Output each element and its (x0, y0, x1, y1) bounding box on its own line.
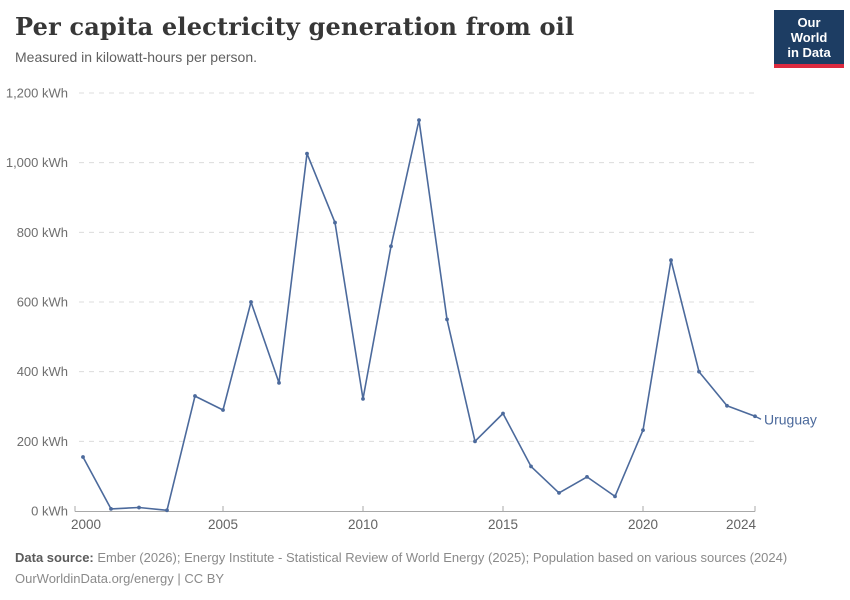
x-axis-tick-label: 2005 (208, 517, 238, 532)
owid-logo-line1: Our World (790, 15, 828, 45)
data-point[interactable] (613, 494, 617, 499)
data-point[interactable] (529, 464, 533, 469)
y-axis-tick-label: 600 kWh (17, 295, 68, 310)
owid-logo[interactable]: Our World in Data (774, 10, 844, 68)
chart-header: Per capita electricity generation from o… (15, 12, 755, 65)
data-point[interactable] (137, 505, 141, 510)
license-line: OurWorldinData.org/energy | CC BY (15, 571, 225, 586)
x-axis-tick-label: 2024 (726, 517, 757, 532)
data-point[interactable] (165, 508, 169, 513)
data-source-text: Ember (2026); Energy Institute - Statist… (97, 550, 788, 565)
data-point[interactable] (417, 118, 421, 123)
data-source-line: Data source: Ember (2026); Energy Instit… (15, 547, 825, 568)
data-point[interactable] (445, 317, 449, 322)
x-axis-tick-label: 2020 (628, 517, 658, 532)
y-axis-tick-label: 400 kWh (17, 364, 68, 379)
data-point[interactable] (697, 369, 701, 374)
data-point[interactable] (641, 428, 645, 433)
chart-footer: Data source: Ember (2026); Energy Instit… (15, 547, 825, 589)
data-point[interactable] (305, 151, 309, 156)
data-point[interactable] (361, 396, 365, 401)
x-axis-tick-label: 2010 (348, 517, 378, 532)
data-point[interactable] (585, 474, 589, 479)
data-source-label: Data source: (15, 550, 94, 565)
y-axis-tick-label: 1,000 kWh (6, 155, 68, 170)
series-end-label[interactable]: Uruguay (764, 411, 817, 427)
data-point[interactable] (501, 411, 505, 416)
data-line-uruguay (82, 119, 756, 512)
data-point[interactable] (109, 507, 113, 511)
data-point[interactable] (277, 380, 281, 385)
y-axis-tick-label: 0 kWh (31, 504, 68, 519)
y-axis-tick-label: 200 kWh (17, 434, 68, 449)
data-point[interactable] (221, 408, 225, 412)
x-axis-tick-label: 2015 (488, 517, 518, 532)
data-point[interactable] (249, 300, 253, 304)
data-point[interactable] (473, 439, 477, 444)
data-point[interactable] (389, 244, 393, 249)
y-axis-tick-label: 1,200 kWh (6, 86, 68, 101)
owid-logo-line2: in Data (787, 45, 831, 60)
x-axis-tick-label: 2000 (71, 517, 101, 532)
page-title: Per capita electricity generation from o… (15, 12, 575, 41)
end-label-connector (754, 415, 762, 420)
data-point[interactable] (725, 403, 729, 408)
chart-subtitle: Measured in kilowatt-hours per person. (15, 49, 258, 65)
data-point[interactable] (669, 258, 673, 263)
data-point[interactable] (333, 220, 337, 225)
y-axis-tick-label: 800 kWh (17, 225, 68, 240)
data-point[interactable] (193, 394, 197, 398)
data-point[interactable] (557, 490, 561, 495)
data-point[interactable] (81, 455, 85, 459)
